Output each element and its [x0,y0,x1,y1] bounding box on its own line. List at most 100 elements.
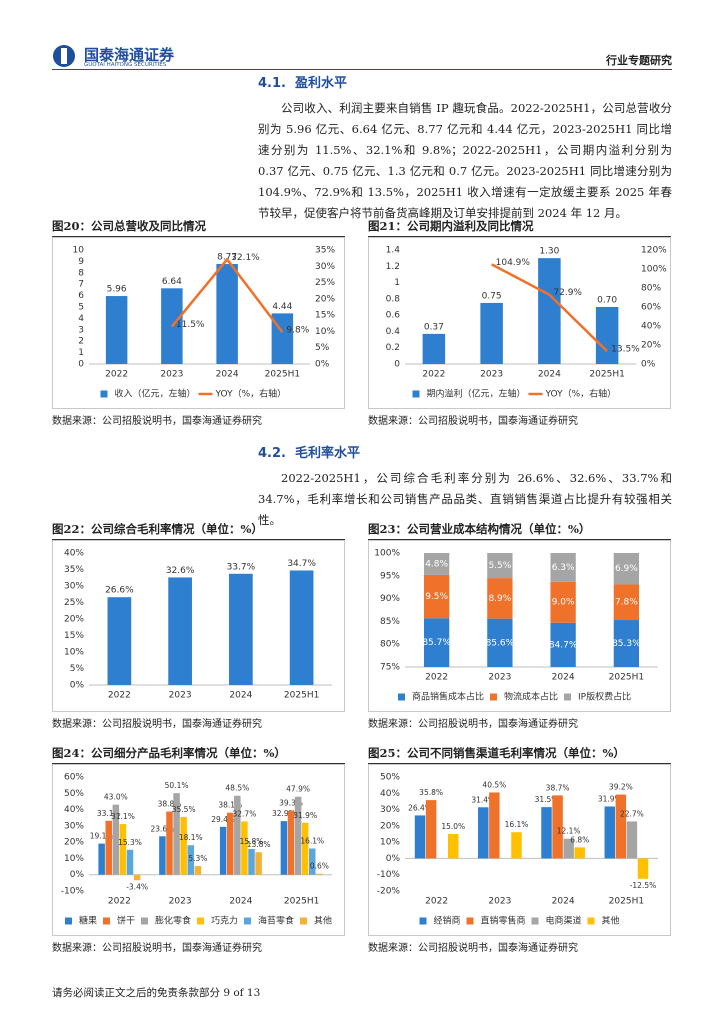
y-tick-label: 60% [64,773,84,783]
data-label: 50.1% [165,781,189,790]
y2-tick-label: 100% [641,265,667,275]
bar-segment [550,622,576,667]
y2-tick-label: 10% [315,327,335,337]
bar [541,807,552,859]
x-tick-label: 2023 [488,897,511,907]
data-label: 16.1% [505,820,529,829]
figure-source: 数据来源：公司招股说明书，国泰海通证券研究 [368,416,578,427]
data-label: 13.5% [611,345,640,355]
section-heading: 4.2. 毛利率水平 [258,442,360,461]
bar [637,858,649,879]
legend-label: 其他 [314,915,332,927]
x-tick-label: 2024 [216,370,239,380]
legend-swatch [197,917,204,925]
data-label: 31.5% [535,795,559,804]
data-label: 31.4% [471,795,495,804]
legend-label: 巧克力 [211,915,238,927]
legend-label: 海苔零食 [258,915,294,927]
y-tick-label: -10% [61,887,85,897]
legend-label: 饼干 [117,915,135,927]
bar-segment [423,574,450,619]
data-label: 26.4% [408,803,432,812]
line [170,257,284,333]
legend-swatch [564,693,571,701]
y2-tick-label: 5% [315,343,330,353]
y-tick-label: 1.4 [386,246,401,256]
y-tick-label: 10% [64,854,84,864]
figure-title: 图21：公司期内溢利及同比情况 [368,218,671,238]
bar [552,795,563,859]
legend-swatch [65,917,72,925]
bar-segment [487,578,513,619]
y2-tick-label: 0% [315,360,330,370]
y-tick-label: 1 [78,348,84,358]
header-rule [52,69,672,70]
bar-segment [613,584,640,621]
chart: 75% 80% 85% 90% 95% 100% 2022 2023 2024 2025H1 85.… [368,540,671,712]
chart: -20% -10% 0% 10% 20% 30% 40% 50% 2022 2023 2024 202… [368,764,671,936]
y-tick-label: 40% [380,789,400,799]
data-label: 18.1% [179,833,203,842]
section-title: 盈利水平 [295,76,348,91]
legend-swatch [466,917,474,925]
x-tick-label: 2025H1 [609,673,644,683]
data-label: 40.5% [482,780,506,789]
x-tick-label: 2022 [108,897,131,907]
chart: 0 0.2 0.4 0.6 0.8 1 1.2 1.4 0% 20% 40% 60% 80% 100% 12… [368,237,671,409]
data-label: 47.9% [286,785,310,794]
y-tick-label: 5 [78,303,84,313]
data-label: 0.6% [310,862,329,871]
figure-source: 数据来源：公司招股说明书，国泰海通证券研究 [368,719,578,730]
y-tick-label: 100% [374,549,400,559]
bar [126,849,134,875]
legend-swatch [398,693,405,701]
x-tick-label: 2023 [160,370,183,380]
data-label: 9.0% [552,598,575,608]
y-tick-label: 0.6 [386,311,401,321]
legend-label: YOY（%，右轴） [215,388,287,400]
bar [595,307,619,364]
y-tick-label: 0 [394,360,400,370]
data-label: 26.6% [105,586,134,596]
data-label: 5.3% [188,854,207,863]
section-title: 毛利率水平 [295,446,361,461]
data-label: 4.44 [272,302,292,312]
bar [316,873,323,875]
y2-tick-label: 60% [641,303,661,313]
y-tick-label: 75% [380,663,400,673]
bar-segment [423,618,450,667]
data-label: 39.2% [609,783,633,792]
data-label: 35.5% [172,805,196,814]
logo-en: GUOTAI HAITONG SECURITIES [84,62,167,68]
data-label: 9.8% [286,326,309,336]
legend-label: 电商渠道 [546,915,582,927]
x-tick-label: 2023 [480,370,503,380]
y-tick-label: 40% [64,805,84,815]
y-tick-label: 5% [70,664,85,674]
data-label: 38.8% [158,800,182,809]
bar [422,333,446,364]
legend-swatch [103,917,110,925]
bar [511,832,522,859]
data-label: 29.4% [211,815,235,824]
y2-tick-label: 120% [641,246,667,256]
figure-source: 数据来源：公司招股说明书，国泰海通证券研究 [368,943,578,954]
legend-label: 经销商 [434,915,461,927]
data-label: 6.9% [615,564,638,574]
bar [538,258,561,364]
y-tick-label: 0.4 [386,327,401,337]
y-tick-label: 2 [78,337,84,347]
bar [219,826,227,875]
bar [287,810,295,875]
y-tick-label: 20% [64,615,84,625]
x-tick-label: 2023 [488,673,511,683]
y-tick-label: 0.2 [386,343,400,353]
bar [173,793,180,875]
bar-segment [487,553,513,579]
y-tick-label: 80% [380,640,400,650]
data-label: 31.9% [598,794,622,803]
bar-segment [487,618,513,667]
data-label: 0.70 [597,296,617,306]
bar [280,821,288,875]
